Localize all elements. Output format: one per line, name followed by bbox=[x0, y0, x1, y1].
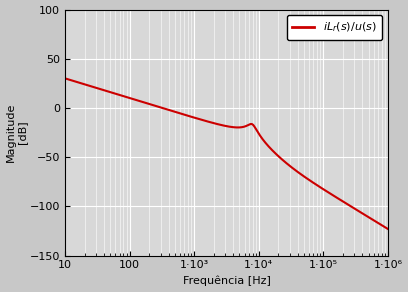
Y-axis label: Magnitude
[dB]: Magnitude [dB] bbox=[6, 103, 27, 162]
X-axis label: Frequência [Hz]: Frequência [Hz] bbox=[183, 276, 271, 286]
Legend: $iL_r(s)/u(s)$: $iL_r(s)/u(s)$ bbox=[286, 15, 382, 40]
